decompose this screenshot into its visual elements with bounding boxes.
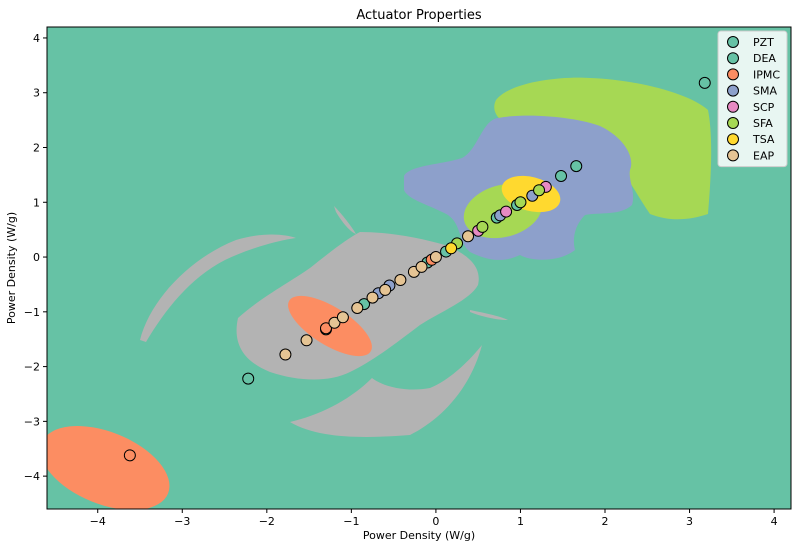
point-ipmc	[320, 322, 332, 335]
legend-label-dea: DEA	[753, 52, 776, 65]
point-tsa	[445, 242, 458, 255]
plot-area	[47, 27, 791, 509]
x-tick-label: −4	[90, 515, 106, 528]
y-tick-label: −2	[24, 361, 40, 374]
point-eap	[351, 301, 364, 314]
x-tick-label: 3	[686, 515, 693, 528]
region-gray-sliver	[334, 206, 356, 234]
point-scp	[500, 205, 513, 218]
legend-label-sfa: SFA	[753, 117, 773, 130]
point-eap	[394, 274, 407, 287]
x-axis-label: Power Density (W/g)	[363, 529, 475, 542]
x-tick-label: 0	[432, 515, 439, 528]
point-ipmc	[123, 449, 136, 462]
legend-label-pzt: PZT	[753, 36, 774, 49]
region-gray-arc-left	[140, 234, 296, 342]
x-tick-label: 1	[517, 515, 524, 528]
legend-marker-tsa	[727, 133, 739, 146]
legend-label-eap: EAP	[753, 149, 774, 162]
point-pzt	[242, 372, 255, 385]
y-axis: −4 −3 −2 −1 0 1 2 3 4	[24, 32, 47, 483]
chart-title: Actuator Properties	[356, 8, 482, 23]
x-tick-label: −1	[343, 515, 359, 528]
point-eap	[336, 311, 349, 324]
point-eap	[429, 251, 442, 264]
x-tick-label: −2	[259, 515, 275, 528]
x-axis: −4 −3 −2 −1 0 1 2 3 4	[90, 509, 778, 528]
legend-label-ipmc: IPMC	[753, 68, 780, 81]
y-tick-label: −1	[24, 306, 40, 319]
scatter-points	[123, 76, 711, 462]
legend-marker-pzt	[727, 36, 739, 48]
point-pzt	[698, 76, 711, 89]
point-eap	[300, 334, 313, 347]
x-tick-label: 2	[602, 515, 609, 528]
x-tick-label: −3	[174, 515, 190, 528]
legend: PZT DEA IPMC SMA SCP SFA TSA EAP	[717, 30, 788, 168]
legend-label-sma: SMA	[753, 85, 777, 98]
legend-marker-sma	[727, 84, 739, 97]
legend-marker-scp	[727, 100, 739, 113]
y-tick-label: 1	[33, 196, 40, 209]
y-tick-label: −4	[24, 470, 40, 483]
region-gray-small	[470, 310, 508, 320]
point-eap	[328, 316, 341, 329]
y-tick-label: −3	[24, 415, 40, 428]
legend-box	[717, 30, 788, 168]
y-tick-label: 2	[33, 142, 40, 155]
region-gray-arc-bottom	[290, 345, 482, 437]
point-eap	[379, 283, 392, 296]
point-eap	[279, 348, 292, 361]
legend-label-scp: SCP	[753, 101, 775, 114]
y-axis-label: Power Density (W/g)	[5, 212, 18, 324]
y-tick-label: 4	[33, 32, 40, 45]
point-eap	[462, 230, 475, 243]
region-ipmc-corner	[47, 426, 170, 509]
point-sfa	[514, 196, 527, 209]
legend-marker-ipmc	[727, 68, 739, 81]
legend-marker-dea	[727, 52, 739, 65]
point-pzt	[570, 160, 583, 173]
point-sfa	[476, 220, 489, 233]
plot-frame	[46, 26, 792, 510]
point-eap	[415, 260, 428, 273]
point-pzt	[555, 169, 568, 182]
y-tick-label: 0	[33, 251, 40, 264]
point-sfa	[533, 184, 546, 197]
x-tick-label: 4	[771, 515, 778, 528]
y-tick-label: 3	[33, 87, 40, 100]
legend-marker-eap	[727, 149, 739, 162]
legend-marker-sfa	[727, 117, 739, 129]
legend-label-tsa: TSA	[752, 133, 775, 146]
point-eap	[366, 291, 379, 304]
